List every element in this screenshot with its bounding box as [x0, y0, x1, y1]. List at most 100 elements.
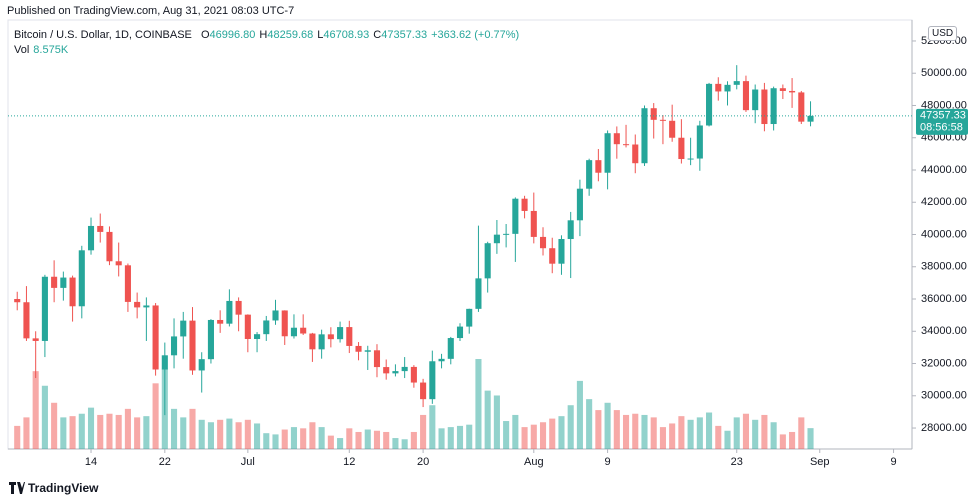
- candle-body: [124, 265, 131, 302]
- candle-body: [41, 276, 48, 341]
- volume-bar: [170, 408, 178, 449]
- volume-bar: [558, 416, 565, 449]
- candle-body: [87, 225, 95, 251]
- volume-bar: [124, 408, 131, 449]
- volume-bar: [613, 410, 620, 449]
- volume-bar: [383, 431, 390, 449]
- candle-body: [235, 300, 242, 315]
- candle-body: [539, 236, 547, 249]
- volume-bar: [807, 428, 814, 449]
- candle-body: [51, 276, 58, 288]
- candle-body: [244, 314, 251, 340]
- candle-body: [143, 305, 150, 308]
- y-tick-label: 30000.00: [921, 390, 967, 402]
- volume-bar: [466, 424, 473, 449]
- volume-bar: [438, 428, 445, 449]
- volume-bar: [761, 414, 768, 449]
- candle-body: [659, 119, 666, 121]
- volume-bar: [217, 419, 224, 449]
- candle-body: [383, 367, 390, 374]
- candle-body: [558, 239, 565, 264]
- currency-button[interactable]: USD: [928, 26, 958, 41]
- candle-body: [475, 278, 482, 309]
- volume-bar: [733, 417, 740, 449]
- volume-bar: [687, 419, 694, 449]
- candle-body: [530, 210, 537, 237]
- y-tick-label: 50000.00: [921, 67, 967, 79]
- y-tick-label: 32000.00: [921, 357, 967, 369]
- candle-body: [290, 327, 298, 337]
- volume-bar: [641, 414, 648, 449]
- volume-bar: [650, 417, 657, 449]
- volume-bar: [207, 422, 214, 449]
- candle-body: [521, 198, 528, 211]
- volume-bar: [373, 430, 381, 449]
- candle-body: [254, 334, 261, 340]
- candle-body: [595, 160, 602, 173]
- candle-body: [401, 366, 408, 372]
- volume-bar: [87, 407, 95, 449]
- axis-layer: 28000.00 30000.00 32000.00 34000.00 36000.00…: [85, 35, 968, 468]
- volume-name: Vol: [14, 44, 30, 56]
- candle-body: [632, 144, 639, 164]
- candle-body: [23, 302, 30, 339]
- candle-body: [567, 220, 574, 240]
- volume-bar: [263, 433, 270, 449]
- candle-body: [309, 333, 316, 350]
- volume-bar: [327, 435, 334, 449]
- volume-bar: [549, 418, 556, 449]
- volume-bar: [337, 438, 344, 449]
- volume-bar: [715, 425, 722, 449]
- candle-body: [706, 83, 713, 126]
- candle-body: [503, 233, 510, 235]
- candle-body: [466, 308, 473, 327]
- volume-bar: [521, 427, 528, 449]
- brand-name: TradingView: [28, 481, 99, 495]
- candle-body: [493, 234, 500, 244]
- volume-bar: [364, 429, 371, 449]
- volume-bar: [41, 385, 48, 449]
- y-tick-label: 42000.00: [921, 196, 967, 208]
- volume-bar: [300, 428, 307, 449]
- volume-bar: [576, 380, 583, 449]
- volume-bar: [456, 425, 464, 449]
- volume-bar: [484, 390, 491, 449]
- y-tick-label: 28000.00: [921, 422, 967, 434]
- volume-bar: [189, 408, 196, 449]
- volume-layer: [14, 359, 814, 449]
- candle-body: [170, 336, 178, 356]
- candle-body: [161, 355, 168, 370]
- candle-body: [346, 327, 353, 346]
- volume-bar: [309, 422, 316, 449]
- volume-bar: [152, 383, 159, 449]
- volume-bar: [51, 402, 58, 449]
- volume-bar: [254, 423, 261, 449]
- candle-body: [429, 361, 436, 400]
- volume-bar: [503, 421, 510, 449]
- candle-body: [318, 334, 325, 350]
- candle-body: [281, 310, 288, 337]
- volume-bar: [696, 417, 703, 449]
- volume-bar: [659, 427, 666, 449]
- volume-bar: [410, 431, 417, 449]
- volume-bar: [281, 429, 288, 449]
- volume-bar: [180, 417, 187, 449]
- y-tick-label: 38000.00: [921, 261, 967, 273]
- candle-body: [807, 115, 814, 122]
- volume-bar: [706, 412, 713, 449]
- x-tick-label: 23: [731, 456, 743, 468]
- candle-body: [373, 350, 381, 368]
- candle-body: [650, 108, 657, 120]
- volume-bar: [789, 431, 796, 449]
- candle-body: [364, 350, 371, 352]
- volume-bar: [226, 418, 233, 449]
- volume-bar: [539, 422, 547, 449]
- candle-body: [576, 188, 583, 221]
- candle-body: [696, 125, 703, 159]
- candle-body: [438, 358, 445, 362]
- candle-body: [272, 310, 279, 321]
- volume-bar: [669, 423, 676, 449]
- x-tick-label: 22: [159, 456, 171, 468]
- volume-bar: [392, 438, 399, 449]
- candle-body: [207, 319, 214, 360]
